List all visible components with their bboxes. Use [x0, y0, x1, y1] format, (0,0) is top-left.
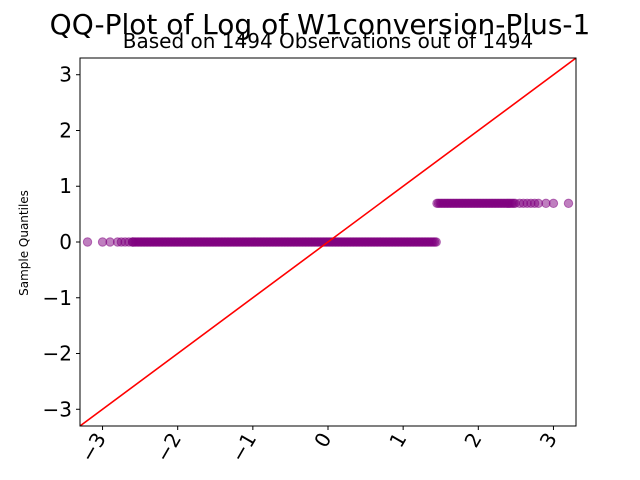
y-tick-label: −1: [43, 286, 72, 310]
y-axis-ticks: −3 −2 −1 0 1 2 3: [43, 63, 80, 421]
y-tick-label: 3: [59, 63, 72, 87]
data-point: [563, 198, 574, 209]
x-tick-label: 3: [535, 429, 562, 452]
chart-subtitle: Based on 1494 Observations out of 1494: [123, 29, 534, 53]
data-points: [82, 198, 574, 247]
data-point: [548, 198, 559, 209]
x-tick-label: −2: [151, 429, 187, 467]
data-point: [510, 198, 520, 209]
x-tick-label: −1: [226, 429, 262, 467]
data-point: [431, 237, 441, 247]
data-point: [82, 237, 93, 247]
y-tick-label: −3: [43, 397, 72, 421]
y-tick-label: 0: [59, 230, 72, 254]
reference-line: [80, 58, 576, 426]
x-tick-label: 1: [384, 429, 411, 452]
plot-content: [80, 58, 576, 426]
y-axis-label: Sample Quantiles: [17, 190, 31, 296]
y-tick-label: 1: [59, 174, 72, 198]
x-tick-label: 2: [459, 429, 486, 452]
chart-title: QQ-Plot of Log of W1conversion-Plus-1: [50, 8, 591, 41]
x-tick-label: 0: [309, 429, 336, 452]
x-tick-label: −3: [75, 429, 111, 467]
plot-area: −3 −2 −1 0 1 2 3 −3 −2 −1 0 1 2 3: [43, 57, 577, 467]
x-axis-ticks: −3 −2 −1 0 1 2 3: [75, 426, 562, 467]
y-tick-label: −2: [43, 342, 72, 366]
y-tick-label: 2: [59, 118, 72, 142]
